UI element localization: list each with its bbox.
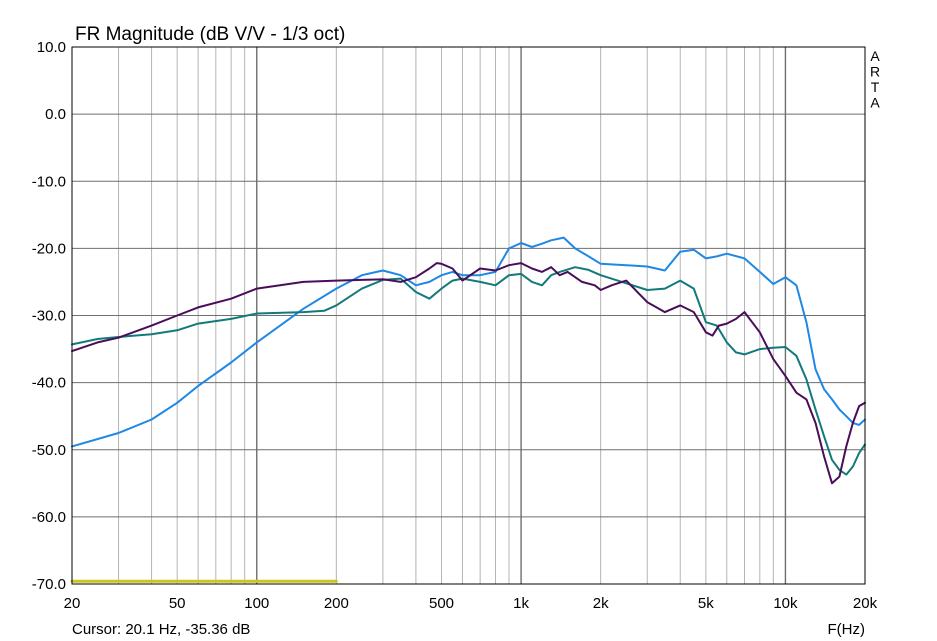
x-tick-label: 2k [593,595,609,612]
y-tick-label: -20.0 [32,240,66,257]
x-axis-label: F(Hz) [828,621,866,638]
x-tick-label: 20 [64,595,81,612]
brand-letter: A [870,48,880,64]
x-tick-label: 20k [853,595,878,612]
y-tick-label: -10.0 [32,173,66,190]
y-tick-label: -60.0 [32,509,66,526]
y-tick-labels: 10.0 0.0 -10.0 -20.0 -30.0 -40.0 -50.0 -60.0 -70… [32,39,66,593]
brand-letter: A [870,95,880,111]
x-tick-label: 50 [169,595,186,612]
series-line [71,266,866,476]
y-tick-label: -40.0 [32,375,66,392]
series-line [71,236,866,448]
y-tick-label: -30.0 [32,308,66,325]
series-line [71,262,866,485]
brand-letter: R [870,64,880,80]
x-tick-label: 10k [773,595,798,612]
x-tick-label: 200 [324,595,349,612]
x-tick-label: 500 [429,595,454,612]
x-tick-label: 5k [698,595,714,612]
x-tick-labels: 20 50 100 200 500 1k 2k 5k 10k 20k [64,595,878,612]
y-tick-label: 10.0 [37,39,66,56]
series-layer [70,236,866,583]
x-tick-label: 100 [244,595,269,612]
y-tick-label: 0.0 [45,106,66,123]
y-tick-label: -70.0 [32,576,66,593]
plot-frame [71,46,866,585]
y-tick-label: -50.0 [32,442,66,459]
brand-letter: T [871,79,880,95]
x-tick-label: 1k [513,595,529,612]
chart-title: FR Magnitude (dB V/V - 1/3 oct) [75,24,345,45]
cursor-readout: Cursor: 20.1 Hz, -35.36 dB [72,621,250,638]
